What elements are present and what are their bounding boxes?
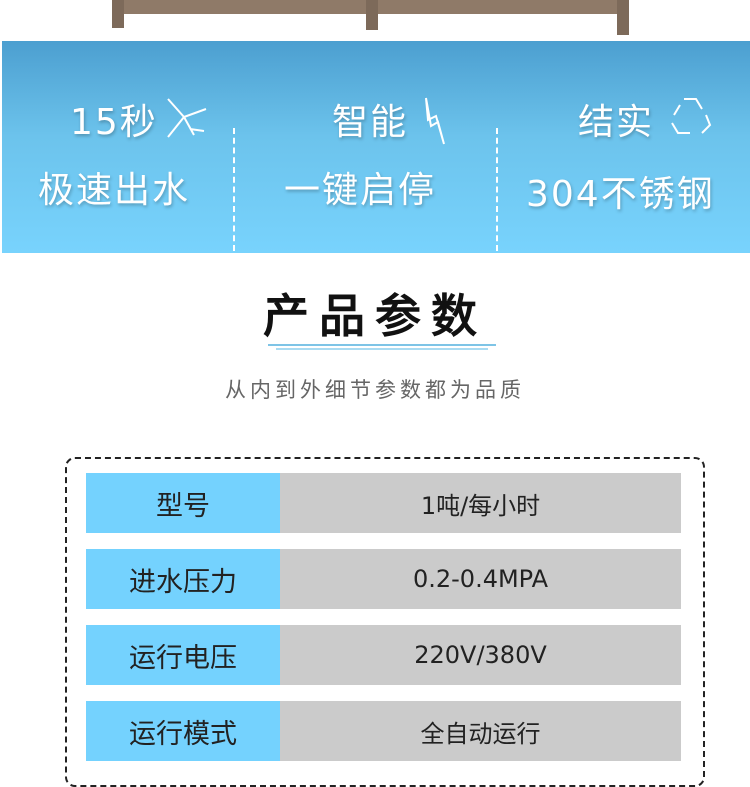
spec-row: 运行电压 220V/380V bbox=[86, 625, 681, 685]
spec-value: 全自动运行 bbox=[280, 701, 681, 761]
spec-label: 进水压力 bbox=[86, 549, 280, 609]
section-title: 产品参数 bbox=[263, 289, 487, 343]
spec-row: 型号 1吨/每小时 bbox=[86, 473, 681, 533]
feature-1-title: 15秒 bbox=[70, 102, 158, 143]
feature-2-subtitle: 一键启停 bbox=[284, 170, 437, 211]
spec-value: 220V/380V bbox=[280, 625, 681, 685]
spec-label: 运行电压 bbox=[86, 625, 280, 685]
recycle-icon bbox=[671, 98, 712, 134]
feature-banner: 15秒 极速出水 智能 一键启停 结实 304不锈钢 bbox=[2, 41, 750, 253]
spec-label: 运行模式 bbox=[86, 701, 280, 761]
section-subtitle: 从内到外细节参数都为品质 bbox=[225, 378, 525, 402]
feature-3-subtitle: 304不锈钢 bbox=[526, 174, 715, 215]
title-underline-2 bbox=[276, 348, 488, 350]
lightning-icon bbox=[425, 97, 445, 145]
feature-3-title: 结实 bbox=[578, 102, 655, 143]
product-image-frame bbox=[112, 0, 629, 36]
feature-1-subtitle: 极速出水 bbox=[38, 170, 191, 211]
feature-2-title: 智能 bbox=[332, 102, 409, 143]
airplane-icon bbox=[167, 98, 207, 138]
spec-value: 1吨/每小时 bbox=[280, 473, 681, 533]
spec-row: 运行模式 全自动运行 bbox=[86, 701, 681, 761]
title-underline bbox=[268, 344, 496, 346]
spec-label: 型号 bbox=[86, 473, 280, 533]
spec-value: 0.2-0.4MPA bbox=[280, 549, 681, 609]
spec-row: 进水压力 0.2-0.4MPA bbox=[86, 549, 681, 609]
